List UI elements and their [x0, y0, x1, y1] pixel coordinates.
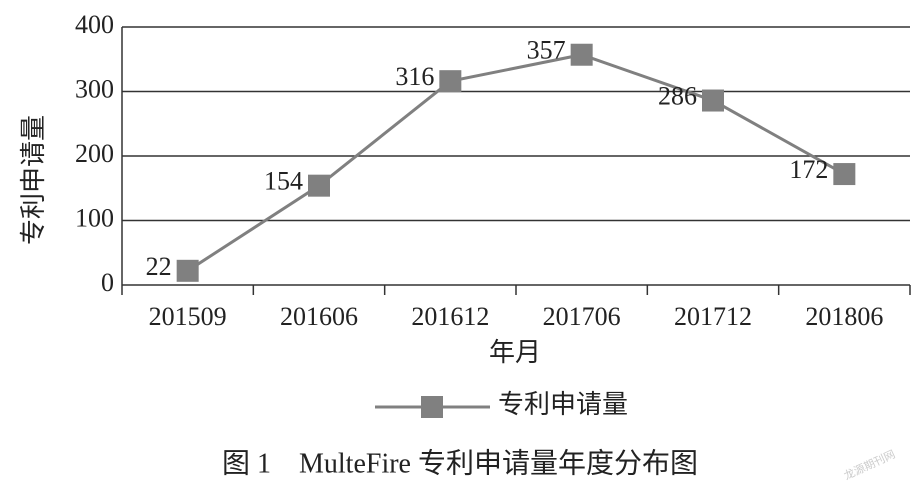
y-tick-label: 200 — [75, 139, 114, 168]
x-tick-label: 201712 — [674, 302, 752, 331]
marker — [833, 163, 856, 186]
y-tick-label: 300 — [75, 74, 114, 103]
chart-title: 图 1 MulteFire 专利申请量年度分布图 — [222, 447, 698, 479]
data-label: 22 — [146, 252, 172, 281]
y-tick-label: 0 — [101, 268, 114, 297]
data-label: 357 — [527, 36, 566, 65]
y-tick-label: 100 — [75, 203, 114, 232]
series-line — [186, 53, 846, 273]
x-tick-label: 201806 — [805, 302, 883, 331]
watermark: 龙源期刊网 — [841, 447, 897, 483]
data-label: 172 — [789, 155, 828, 184]
marker — [702, 89, 724, 112]
marker — [439, 70, 462, 93]
x-tick-label: 201612 — [411, 302, 489, 331]
x-tick-label: 201606 — [280, 302, 358, 331]
marker — [308, 174, 330, 197]
data-label: 286 — [658, 81, 697, 110]
marker — [570, 43, 593, 66]
y-tick-label: 400 — [75, 10, 114, 39]
data-label: 154 — [264, 167, 303, 196]
data-label: 316 — [395, 62, 434, 91]
x-tick-label: 201706 — [543, 302, 621, 331]
x-tick-label: 201509 — [149, 302, 227, 331]
y-axis-label: 专利申请量 — [19, 115, 48, 245]
legend-label: 专利申请量 — [498, 390, 628, 419]
legend-marker — [421, 396, 443, 418]
marker — [176, 259, 199, 282]
x-axis-label: 年月 — [489, 338, 541, 367]
